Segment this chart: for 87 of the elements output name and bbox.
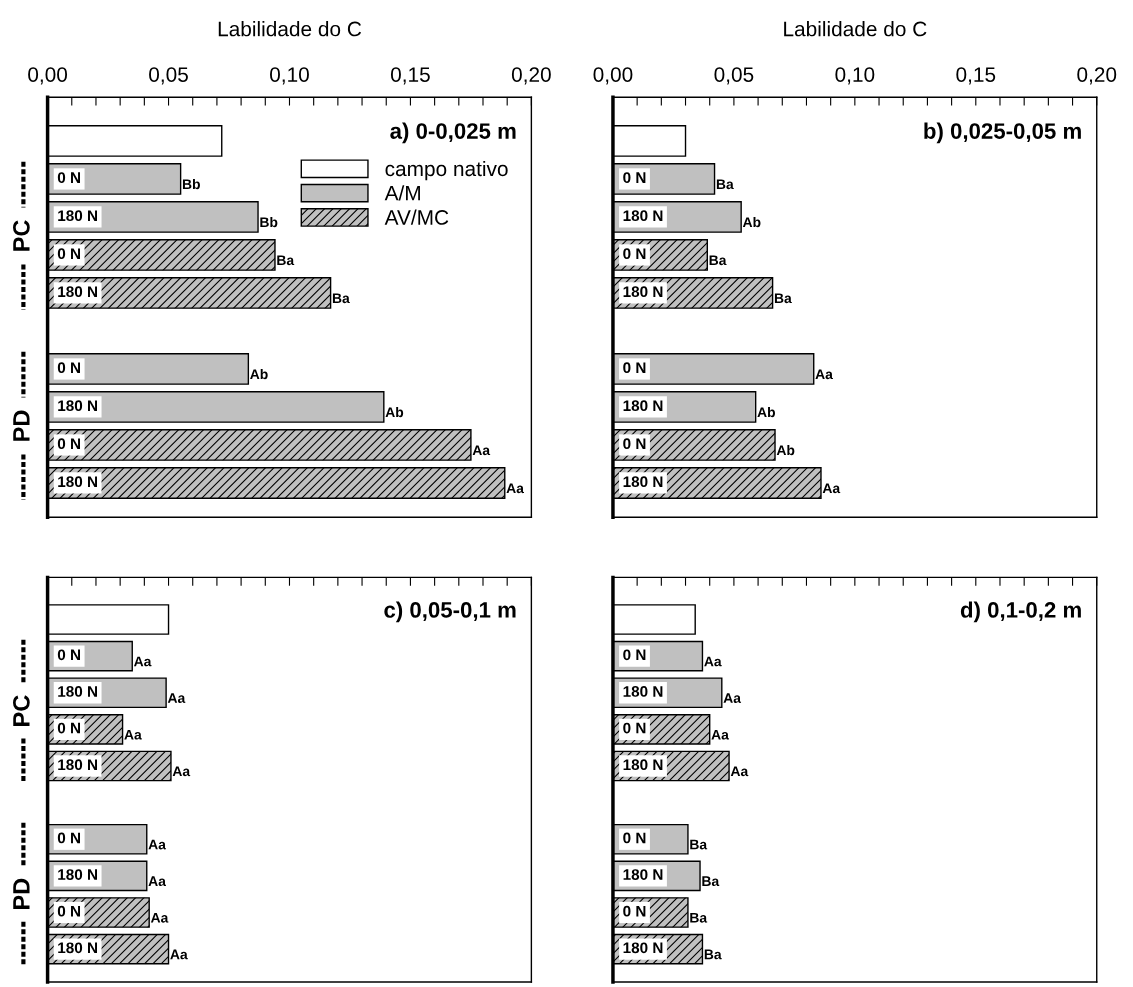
data-label: Ab xyxy=(757,406,775,418)
data-label: Aa xyxy=(704,656,722,667)
y-tick-label: 180 N xyxy=(58,400,97,412)
data-label: Aa xyxy=(723,693,742,703)
data-label: Ba xyxy=(704,949,722,960)
y-tick-label: 180 N xyxy=(623,869,663,880)
data-label: Aa xyxy=(170,949,188,960)
y-tick-label: 0 N xyxy=(57,722,81,734)
data-label: Ab xyxy=(385,406,404,418)
data-label: Ba xyxy=(774,293,792,304)
y-tick-label: 180 N xyxy=(623,286,663,298)
legend-label: AV/MC xyxy=(384,209,449,225)
text: b) 0,025-0,05 m xyxy=(924,122,1081,144)
y-tick-label: 180 N xyxy=(58,686,97,697)
x-tick-label: 0,00 xyxy=(593,67,633,85)
x-tick-label: 0,10 xyxy=(270,67,309,85)
data-label: Aa xyxy=(822,483,841,494)
y-tick-label: 0 N xyxy=(623,438,646,450)
x-tick-label: 0,05 xyxy=(149,67,188,85)
data-label: Bb xyxy=(182,178,200,190)
x-axis-title: Labilidade do C xyxy=(784,21,927,37)
y-tick-label: 180 N xyxy=(58,286,97,298)
text: d) 0,1-0,2 m xyxy=(960,601,1081,623)
y-tick-label: 180 N xyxy=(623,942,663,954)
data-label: Ba xyxy=(690,839,708,850)
y-tick-label: 0 N xyxy=(623,722,646,734)
y-tick-label: 0 N xyxy=(57,438,81,450)
text: PD xyxy=(13,878,30,909)
x-axis-title: Labilidade do C xyxy=(218,21,362,37)
data-label: Aa xyxy=(148,876,166,887)
y-tick-label: 180 N xyxy=(623,686,663,697)
x-tick-label: 0,15 xyxy=(390,67,430,85)
data-label: Ba xyxy=(716,179,734,190)
y-tick-label: 0 N xyxy=(623,905,646,917)
data-label: Ab xyxy=(250,368,268,380)
data-label: Aa xyxy=(148,839,166,850)
legend-label: campo nativo xyxy=(385,160,508,181)
data-label: Aa xyxy=(506,483,524,494)
text: PC xyxy=(13,695,30,726)
x-tick-label: 0,00 xyxy=(28,67,68,85)
y-tick-label: 0 N xyxy=(623,248,646,260)
y-tick-label: 0 N xyxy=(57,832,81,844)
legend-label: A/M xyxy=(384,185,420,201)
y-tick-label: 180 N xyxy=(623,476,663,488)
y-tick-label: 180 N xyxy=(623,759,663,771)
y-tick-label: 0 N xyxy=(623,832,646,844)
y-tick-label: 180 N xyxy=(58,869,97,880)
data-label: Ba xyxy=(709,255,727,266)
y-tick-label: 0 N xyxy=(623,362,646,374)
y-tick-label: 180 N xyxy=(58,759,97,771)
y-tick-label: 180 N xyxy=(623,400,663,412)
y-tick-label: 0 N xyxy=(57,172,81,184)
data-label: Aa xyxy=(133,656,152,667)
data-label: Aa xyxy=(124,729,142,740)
x-tick-label: 0,15 xyxy=(956,67,996,85)
y-tick-label: 180 N xyxy=(58,476,97,488)
data-label: Aa xyxy=(730,766,749,777)
x-tick-label: 0,05 xyxy=(714,67,754,85)
data-label: Aa xyxy=(172,766,191,777)
data-label: Aa xyxy=(167,693,186,703)
y-tick-label: 0 N xyxy=(57,248,81,260)
data-label: Aa xyxy=(711,729,729,740)
y-tick-label: 0 N xyxy=(623,649,646,661)
data-label: Ba xyxy=(332,293,350,304)
y-tick-label: 0 N xyxy=(57,362,81,374)
data-label: Ab xyxy=(776,444,795,456)
data-label: Aa xyxy=(150,912,169,923)
text: PD xyxy=(13,410,30,441)
data-label: Bb xyxy=(260,216,278,228)
text: c) 0,05-0,1 m xyxy=(384,601,516,623)
data-label: Aa xyxy=(815,369,833,380)
y-tick-label: 180 N xyxy=(58,942,97,954)
text: PC xyxy=(13,220,30,251)
data-label: Aa xyxy=(472,445,491,456)
y-tick-label: 180 N xyxy=(58,210,97,222)
y-tick-label: 0 N xyxy=(57,649,81,661)
y-tick-label: 0 N xyxy=(623,172,646,184)
x-tick-label: 0,20 xyxy=(511,67,551,85)
y-tick-label: 180 N xyxy=(623,210,663,222)
data-label: Ba xyxy=(277,255,295,266)
x-tick-label: 0,20 xyxy=(1077,67,1117,85)
data-label: Ab xyxy=(742,216,761,228)
data-label: Ba xyxy=(702,876,720,887)
x-tick-label: 0,10 xyxy=(835,67,875,85)
y-tick-label: 0 N xyxy=(57,905,81,917)
data-label: Ba xyxy=(690,912,708,923)
text: a) 0-0,025 m xyxy=(390,122,516,144)
